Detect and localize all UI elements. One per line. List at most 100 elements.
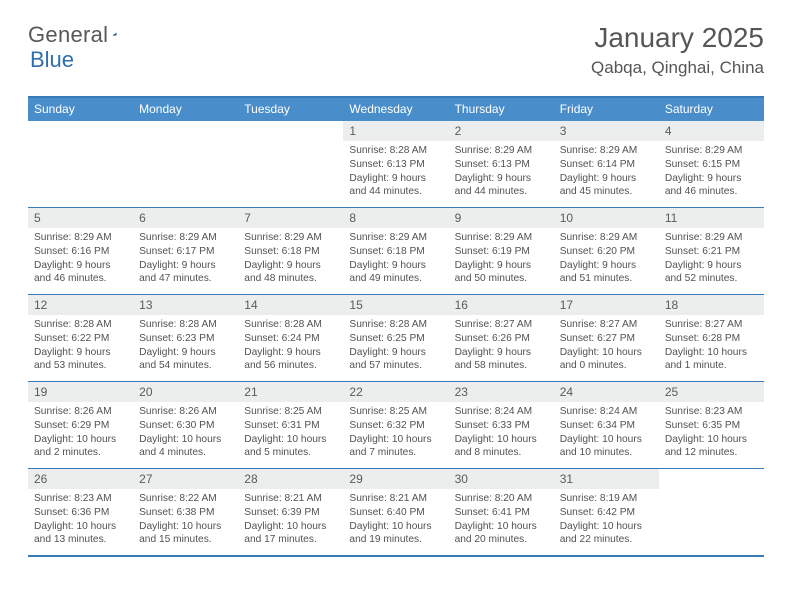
day-number: 7 [238, 208, 343, 228]
daylight-text: Daylight: 9 hours and 45 minutes. [560, 172, 653, 200]
day-details: Sunrise: 8:29 AMSunset: 6:13 PMDaylight:… [449, 141, 554, 203]
daylight-text: Daylight: 10 hours and 12 minutes. [665, 433, 758, 461]
day-details: Sunrise: 8:29 AMSunset: 6:18 PMDaylight:… [343, 228, 448, 290]
daylight-text: Daylight: 9 hours and 46 minutes. [34, 259, 127, 287]
day-cell: 8Sunrise: 8:29 AMSunset: 6:18 PMDaylight… [343, 208, 448, 294]
sunrise-text: Sunrise: 8:29 AM [349, 231, 442, 245]
sunrise-text: Sunrise: 8:27 AM [455, 318, 548, 332]
sunset-text: Sunset: 6:30 PM [139, 419, 232, 433]
day-details: Sunrise: 8:27 AMSunset: 6:26 PMDaylight:… [449, 315, 554, 377]
sunset-text: Sunset: 6:34 PM [560, 419, 653, 433]
day-number: 24 [554, 382, 659, 402]
sunrise-text: Sunrise: 8:25 AM [244, 405, 337, 419]
day-cell: 24Sunrise: 8:24 AMSunset: 6:34 PMDayligh… [554, 382, 659, 468]
sunrise-text: Sunrise: 8:22 AM [139, 492, 232, 506]
daylight-text: Daylight: 10 hours and 15 minutes. [139, 520, 232, 548]
sunset-text: Sunset: 6:28 PM [665, 332, 758, 346]
daylight-text: Daylight: 9 hours and 44 minutes. [455, 172, 548, 200]
sunset-text: Sunset: 6:14 PM [560, 158, 653, 172]
day-details: Sunrise: 8:29 AMSunset: 6:21 PMDaylight:… [659, 228, 764, 290]
sunrise-text: Sunrise: 8:27 AM [560, 318, 653, 332]
day-details: Sunrise: 8:28 AMSunset: 6:13 PMDaylight:… [343, 141, 448, 203]
sunset-text: Sunset: 6:22 PM [34, 332, 127, 346]
sunrise-text: Sunrise: 8:28 AM [349, 318, 442, 332]
day-number: 20 [133, 382, 238, 402]
day-cell: 18Sunrise: 8:27 AMSunset: 6:28 PMDayligh… [659, 295, 764, 381]
day-cell: 12Sunrise: 8:28 AMSunset: 6:22 PMDayligh… [28, 295, 133, 381]
day-cell [659, 469, 764, 555]
day-details: Sunrise: 8:26 AMSunset: 6:30 PMDaylight:… [133, 402, 238, 464]
sunrise-text: Sunrise: 8:24 AM [455, 405, 548, 419]
sunrise-text: Sunrise: 8:20 AM [455, 492, 548, 506]
day-details: Sunrise: 8:20 AMSunset: 6:41 PMDaylight:… [449, 489, 554, 551]
brand-logo: General [28, 22, 138, 48]
weekday-header: Sunday Monday Tuesday Wednesday Thursday… [28, 98, 764, 121]
day-cell: 30Sunrise: 8:20 AMSunset: 6:41 PMDayligh… [449, 469, 554, 555]
day-number: 18 [659, 295, 764, 315]
sunset-text: Sunset: 6:27 PM [560, 332, 653, 346]
weekday-wednesday: Wednesday [343, 98, 448, 121]
weekday-friday: Friday [554, 98, 659, 121]
day-details: Sunrise: 8:23 AMSunset: 6:36 PMDaylight:… [28, 489, 133, 551]
day-number: 4 [659, 121, 764, 141]
day-cell: 21Sunrise: 8:25 AMSunset: 6:31 PMDayligh… [238, 382, 343, 468]
day-cell: 31Sunrise: 8:19 AMSunset: 6:42 PMDayligh… [554, 469, 659, 555]
day-cell: 10Sunrise: 8:29 AMSunset: 6:20 PMDayligh… [554, 208, 659, 294]
day-details: Sunrise: 8:27 AMSunset: 6:27 PMDaylight:… [554, 315, 659, 377]
sunset-text: Sunset: 6:36 PM [34, 506, 127, 520]
sunrise-text: Sunrise: 8:28 AM [139, 318, 232, 332]
day-number: 6 [133, 208, 238, 228]
calendar-week: 26Sunrise: 8:23 AMSunset: 6:36 PMDayligh… [28, 468, 764, 555]
brand-word-2: Blue [30, 47, 74, 73]
calendar-weeks: 1Sunrise: 8:28 AMSunset: 6:13 PMDaylight… [28, 121, 764, 555]
sunset-text: Sunset: 6:39 PM [244, 506, 337, 520]
weekday-sunday: Sunday [28, 98, 133, 121]
sunrise-text: Sunrise: 8:24 AM [560, 405, 653, 419]
location: Qabqa, Qinghai, China [591, 58, 764, 78]
day-cell: 29Sunrise: 8:21 AMSunset: 6:40 PMDayligh… [343, 469, 448, 555]
sunrise-text: Sunrise: 8:19 AM [560, 492, 653, 506]
sunset-text: Sunset: 6:26 PM [455, 332, 548, 346]
sunset-text: Sunset: 6:18 PM [244, 245, 337, 259]
day-number: 31 [554, 469, 659, 489]
daylight-text: Daylight: 9 hours and 49 minutes. [349, 259, 442, 287]
sunset-text: Sunset: 6:25 PM [349, 332, 442, 346]
sunrise-text: Sunrise: 8:29 AM [455, 144, 548, 158]
day-number: 17 [554, 295, 659, 315]
sunset-text: Sunset: 6:40 PM [349, 506, 442, 520]
daylight-text: Daylight: 10 hours and 17 minutes. [244, 520, 337, 548]
sunrise-text: Sunrise: 8:29 AM [139, 231, 232, 245]
brand-word-1: General [28, 22, 108, 47]
sunrise-text: Sunrise: 8:29 AM [560, 231, 653, 245]
day-number: 30 [449, 469, 554, 489]
sunset-text: Sunset: 6:13 PM [455, 158, 548, 172]
day-number: 21 [238, 382, 343, 402]
sunset-text: Sunset: 6:17 PM [139, 245, 232, 259]
day-cell: 4Sunrise: 8:29 AMSunset: 6:15 PMDaylight… [659, 121, 764, 207]
daylight-text: Daylight: 9 hours and 52 minutes. [665, 259, 758, 287]
day-number: 27 [133, 469, 238, 489]
day-cell [238, 121, 343, 207]
day-cell: 27Sunrise: 8:22 AMSunset: 6:38 PMDayligh… [133, 469, 238, 555]
weekday-saturday: Saturday [659, 98, 764, 121]
day-cell: 25Sunrise: 8:23 AMSunset: 6:35 PMDayligh… [659, 382, 764, 468]
daylight-text: Daylight: 9 hours and 54 minutes. [139, 346, 232, 374]
day-cell: 2Sunrise: 8:29 AMSunset: 6:13 PMDaylight… [449, 121, 554, 207]
day-number: 23 [449, 382, 554, 402]
calendar-week: 12Sunrise: 8:28 AMSunset: 6:22 PMDayligh… [28, 294, 764, 381]
daylight-text: Daylight: 10 hours and 0 minutes. [560, 346, 653, 374]
title-block: January 2025 Qabqa, Qinghai, China [591, 22, 764, 78]
daylight-text: Daylight: 9 hours and 51 minutes. [560, 259, 653, 287]
day-cell [133, 121, 238, 207]
day-number: 9 [449, 208, 554, 228]
sunset-text: Sunset: 6:20 PM [560, 245, 653, 259]
weekday-monday: Monday [133, 98, 238, 121]
daylight-text: Daylight: 9 hours and 56 minutes. [244, 346, 337, 374]
sunset-text: Sunset: 6:15 PM [665, 158, 758, 172]
calendar: Sunday Monday Tuesday Wednesday Thursday… [28, 96, 764, 557]
day-details: Sunrise: 8:28 AMSunset: 6:25 PMDaylight:… [343, 315, 448, 377]
weekday-tuesday: Tuesday [238, 98, 343, 121]
daylight-text: Daylight: 9 hours and 46 minutes. [665, 172, 758, 200]
day-cell: 11Sunrise: 8:29 AMSunset: 6:21 PMDayligh… [659, 208, 764, 294]
daylight-text: Daylight: 10 hours and 13 minutes. [34, 520, 127, 548]
